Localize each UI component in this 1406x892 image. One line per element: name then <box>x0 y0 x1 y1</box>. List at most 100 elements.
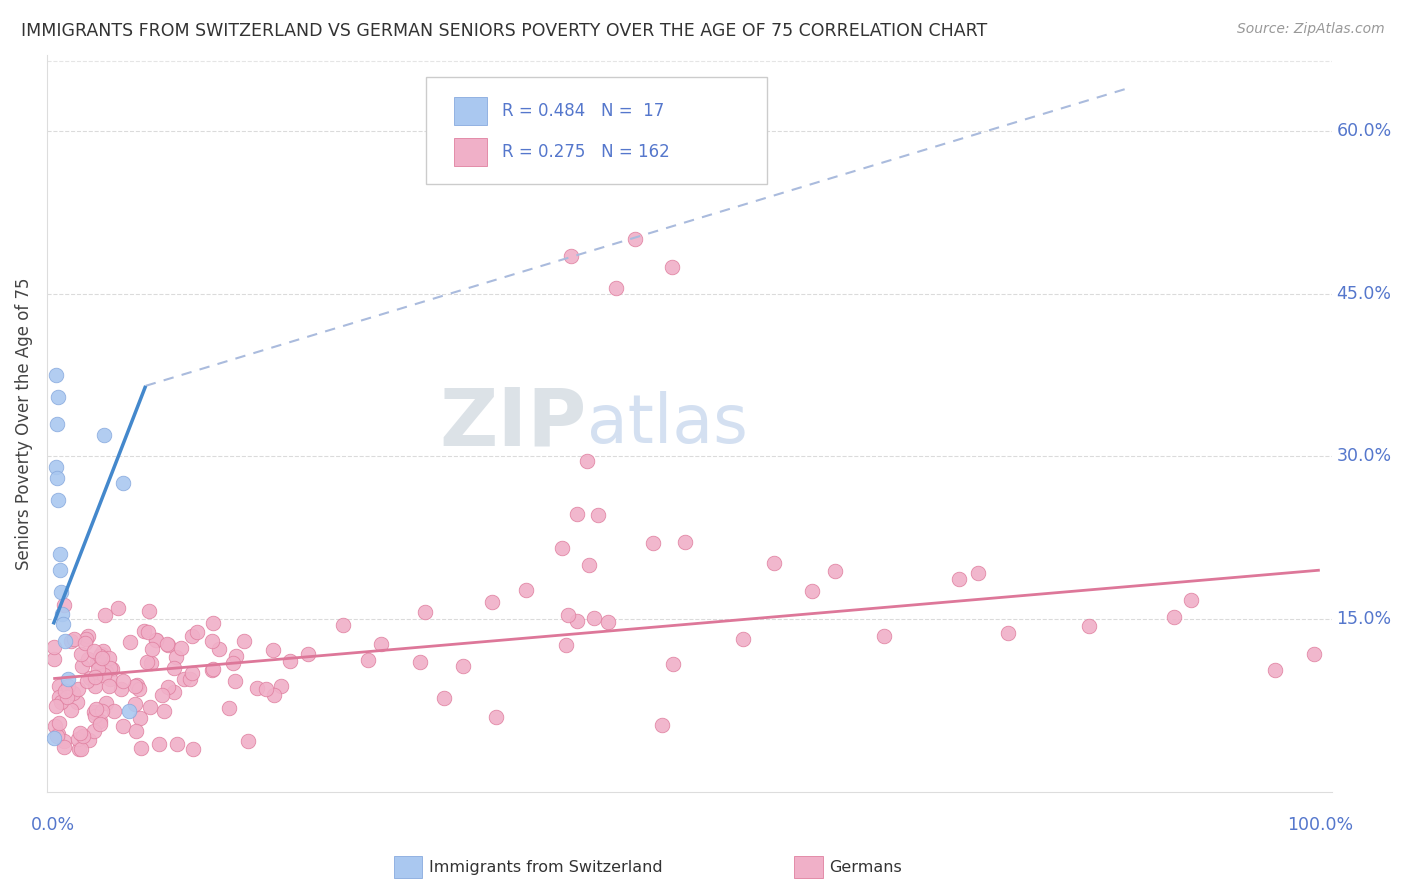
Point <box>156 680 179 694</box>
Point <box>72 730 94 744</box>
Point <box>966 566 988 581</box>
Point <box>83 705 105 719</box>
Point <box>169 641 191 656</box>
Point <box>551 541 574 556</box>
Point <box>46 471 69 485</box>
Point <box>46 390 69 404</box>
Point <box>662 657 685 671</box>
Point <box>48 680 70 694</box>
Point <box>44 731 66 746</box>
Point <box>582 611 605 625</box>
Point <box>62 632 84 647</box>
Point <box>45 699 67 714</box>
Point <box>515 582 537 597</box>
Point <box>44 651 66 665</box>
Point <box>90 704 112 718</box>
Point <box>139 656 162 670</box>
Point <box>77 733 100 747</box>
Point <box>332 618 354 632</box>
Point <box>145 632 167 647</box>
Point <box>58 672 80 686</box>
Point <box>98 651 121 665</box>
Point <box>83 670 105 684</box>
Text: R = 0.275   N = 162: R = 0.275 N = 162 <box>502 143 669 161</box>
Point <box>103 704 125 718</box>
Point <box>181 742 204 756</box>
Point <box>1180 592 1202 607</box>
Point <box>451 658 474 673</box>
Point <box>62 686 84 700</box>
Point <box>800 584 823 599</box>
Point <box>481 595 503 609</box>
Point <box>107 601 129 615</box>
Point <box>129 740 152 755</box>
Point <box>48 690 70 705</box>
Point <box>165 649 187 664</box>
Point <box>623 232 645 246</box>
Point <box>83 724 105 739</box>
Point <box>409 655 432 669</box>
Point <box>557 608 579 623</box>
Point <box>153 704 176 718</box>
Point <box>89 714 111 728</box>
Point <box>263 689 285 703</box>
Point <box>246 681 269 696</box>
Point <box>91 650 114 665</box>
Point <box>357 653 380 667</box>
Point <box>136 625 159 640</box>
Point <box>1163 609 1185 624</box>
Point <box>997 625 1019 640</box>
Bar <box>454 97 486 125</box>
Point <box>56 690 79 704</box>
Point <box>179 672 201 686</box>
Point <box>53 739 76 754</box>
Point <box>433 691 456 706</box>
Point <box>166 737 188 751</box>
Text: IMMIGRANTS FROM SWITZERLAND VS GERMAN SENIORS POVERTY OVER THE AGE OF 75 CORRELA: IMMIGRANTS FROM SWITZERLAND VS GERMAN SE… <box>21 22 987 40</box>
Point <box>118 634 141 648</box>
Point <box>70 659 93 673</box>
Point <box>150 689 173 703</box>
Point <box>48 563 70 577</box>
Text: Germans: Germans <box>830 860 903 874</box>
Point <box>873 629 896 643</box>
Point <box>222 656 245 670</box>
Point <box>155 638 177 652</box>
Point <box>202 615 225 630</box>
Point <box>48 727 70 741</box>
Point <box>48 716 70 731</box>
Point <box>1078 619 1101 633</box>
Point <box>218 701 240 715</box>
Point <box>125 723 148 738</box>
Point <box>44 640 66 654</box>
Bar <box>454 137 486 166</box>
Point <box>148 737 170 751</box>
Point <box>413 605 436 619</box>
Point <box>132 624 155 638</box>
Point <box>46 729 69 743</box>
Point <box>157 639 180 653</box>
Text: 0.0%: 0.0% <box>31 816 76 834</box>
Point <box>69 726 91 740</box>
Point <box>49 695 72 709</box>
Text: Immigrants from Switzerland: Immigrants from Switzerland <box>429 860 662 874</box>
Point <box>76 673 98 688</box>
Point <box>141 642 163 657</box>
Text: 30.0%: 30.0% <box>1336 447 1392 466</box>
Point <box>86 655 108 669</box>
Point <box>201 663 224 677</box>
Point <box>84 702 107 716</box>
Point <box>58 679 80 693</box>
FancyBboxPatch shape <box>426 78 766 184</box>
Point <box>93 607 115 622</box>
Point <box>254 682 277 697</box>
Point <box>98 679 121 693</box>
Point <box>111 719 134 733</box>
Point <box>124 697 146 711</box>
Point <box>52 617 75 632</box>
Point <box>278 654 301 668</box>
Point <box>93 427 115 442</box>
Point <box>136 655 159 669</box>
Point <box>1264 664 1286 678</box>
Point <box>76 629 98 643</box>
